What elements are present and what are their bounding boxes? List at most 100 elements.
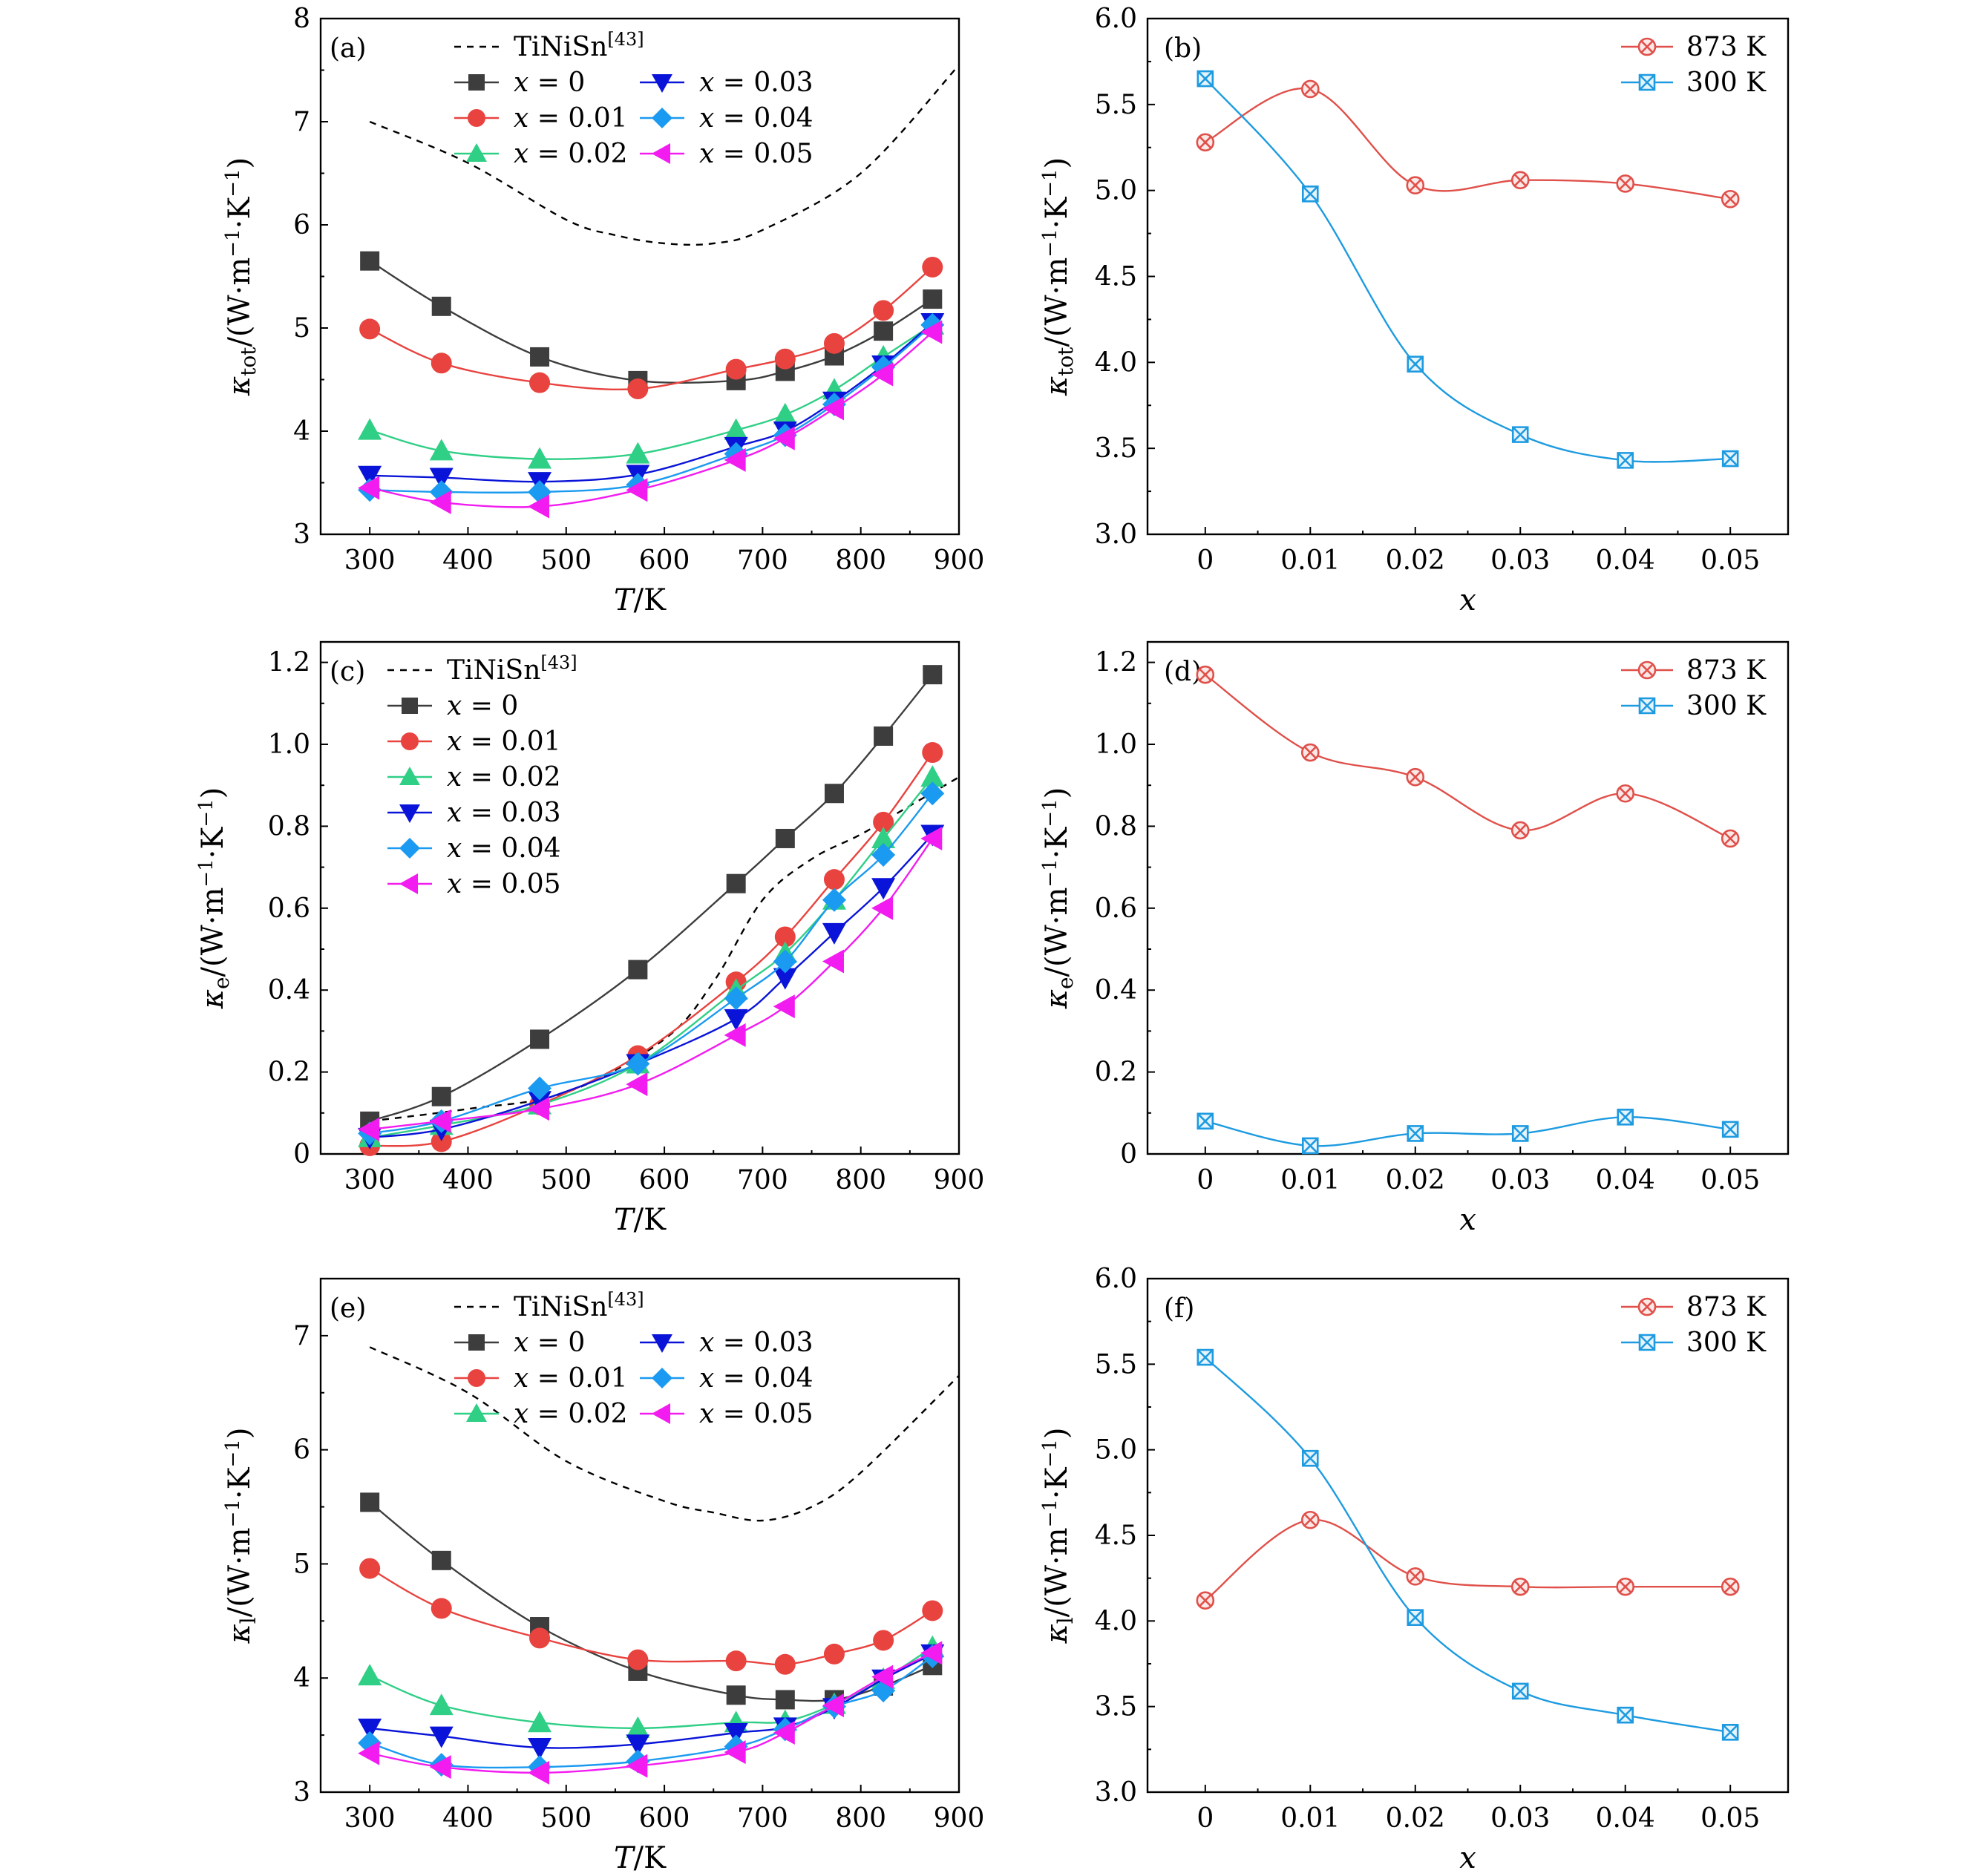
data-point-5-1	[429, 1109, 451, 1133]
data-point-2-5	[773, 402, 797, 424]
x-tick-label: 900	[934, 1803, 985, 1834]
data-point-4-2	[528, 1076, 552, 1101]
legend-label-0: x = 0	[447, 691, 518, 721]
data-point-4-6	[822, 888, 846, 912]
x-tick-label: 600	[639, 1165, 690, 1196]
series-line-0	[369, 260, 933, 384]
legend-label-0: 873 K	[1686, 1292, 1767, 1322]
panel-tag: (e)	[330, 1293, 366, 1324]
series-line-2	[370, 776, 934, 1139]
data-point-2-3	[626, 442, 650, 464]
data-point-5-3	[626, 1754, 648, 1778]
data-point-5-8	[920, 826, 943, 850]
y-tick-label: 7	[293, 1321, 310, 1351]
data-point-2-2	[528, 1711, 552, 1733]
data-point-0-1	[431, 1550, 451, 1570]
panel-tag: (b)	[1164, 33, 1202, 64]
series-line-4	[369, 1656, 933, 1769]
series-line-4	[370, 324, 934, 494]
x-tick-label: 300	[344, 1165, 396, 1196]
y-tick-label: 4.0	[1095, 1606, 1137, 1636]
y-tick-label: 8	[293, 4, 310, 34]
series-line-3	[370, 322, 934, 483]
data-point-0-2	[1406, 767, 1425, 787]
legend-marker-1	[1638, 1334, 1656, 1351]
y-axis-label: κtot/(W·m−1·K−1)	[1039, 157, 1078, 396]
legend-label-1: x = 0.01	[514, 103, 628, 134]
data-point-1-3	[627, 378, 649, 400]
y-tick-label: 4.5	[1095, 1521, 1137, 1551]
y-tick-label: 0.4	[268, 975, 310, 1006]
data-point-1-5	[774, 926, 796, 948]
x-tick-label: 0.05	[1700, 545, 1760, 576]
x-tick-label: 500	[540, 545, 592, 576]
y-tick-label: 5.0	[1095, 176, 1137, 206]
legend-marker-3	[652, 1334, 672, 1353]
y-tick-label: 6	[293, 210, 310, 240]
legend-marker-1	[468, 1369, 485, 1387]
panel-tag: (f)	[1164, 1293, 1194, 1324]
data-point-0-4	[1616, 784, 1635, 803]
panel-tag: (d)	[1164, 657, 1202, 687]
data-point-0-1	[1300, 1511, 1320, 1529]
data-point-1-3	[1511, 1682, 1529, 1700]
x-tick-label: 400	[442, 1165, 494, 1196]
data-point-3-2	[528, 1091, 552, 1113]
data-point-0-0	[1196, 133, 1215, 152]
legend-marker-0	[1637, 660, 1657, 680]
y-tick-label: 0.6	[1095, 893, 1137, 924]
data-point-4-4	[724, 986, 748, 1011]
panel-a: 300 400 500 600 700 800 900 3 4 5 6 7 8 T/K κtot/(W·m−…	[222, 4, 984, 617]
legend-reference-label: TiNiSn[43]	[514, 29, 644, 62]
legend-label-0: 873 K	[1686, 655, 1767, 686]
data-point-1-3	[1511, 426, 1529, 443]
data-point-0-4	[1616, 1577, 1635, 1596]
legend-label-2: x = 0.02	[447, 762, 561, 793]
x-tick-label: 800	[835, 1165, 886, 1196]
legend-label-5: x = 0.05	[699, 1399, 814, 1429]
x-tick-label: 0.01	[1280, 545, 1340, 576]
plot-frame	[319, 640, 960, 1155]
data-point-0-7	[874, 321, 894, 341]
legend-marker-2	[466, 143, 487, 162]
panel-d: 0 0.01 0.02 0.03 0.04 0.05 0 0.2 0.4 0.6 0.8 1.0 1.2…	[1039, 640, 1790, 1237]
reference-curve	[369, 64, 959, 246]
y-tick-label: 4	[293, 416, 310, 447]
data-point-1-3	[627, 1649, 649, 1670]
legend-marker-0	[468, 1334, 485, 1351]
data-point-4-8	[920, 781, 945, 806]
legend-marker-3	[652, 74, 672, 93]
y-tick-label: 1.0	[268, 729, 310, 760]
data-point-1-0	[359, 1558, 381, 1579]
data-point-0-3	[1510, 1577, 1530, 1596]
data-point-5-5	[773, 426, 795, 450]
y-tick-label: 7	[293, 107, 310, 137]
data-point-1-8	[922, 742, 943, 764]
legend-label-1: 300 K	[1686, 691, 1767, 721]
legend-marker-0	[402, 698, 418, 714]
data-point-3-6	[822, 922, 846, 945]
data-point-1-1	[1301, 1137, 1319, 1155]
series-line-3	[370, 833, 934, 1139]
y-tick-label: 4.5	[1095, 262, 1137, 292]
data-point-5-7	[871, 362, 894, 387]
data-point-5-0	[358, 476, 380, 500]
legend-marker-1	[1638, 697, 1656, 715]
data-point-5-6	[822, 1693, 844, 1718]
legend-label-5: x = 0.05	[447, 869, 561, 899]
series-line-5	[369, 1652, 933, 1774]
data-point-5-5	[773, 1721, 795, 1745]
series-line-2	[369, 1646, 933, 1730]
data-point-1-1	[1301, 186, 1319, 203]
data-point-3-4	[724, 1723, 748, 1745]
x-tick-label: 900	[934, 1165, 985, 1196]
data-point-5-2	[528, 1097, 550, 1121]
data-point-0-2	[530, 347, 550, 367]
legend-marker-2	[399, 767, 420, 785]
legend-marker-0	[1637, 1297, 1657, 1316]
y-tick-label: 3.5	[1095, 433, 1137, 464]
data-point-0-8	[923, 289, 943, 309]
data-point-1-2	[1407, 1125, 1424, 1142]
x-tick-label: 300	[344, 545, 396, 576]
